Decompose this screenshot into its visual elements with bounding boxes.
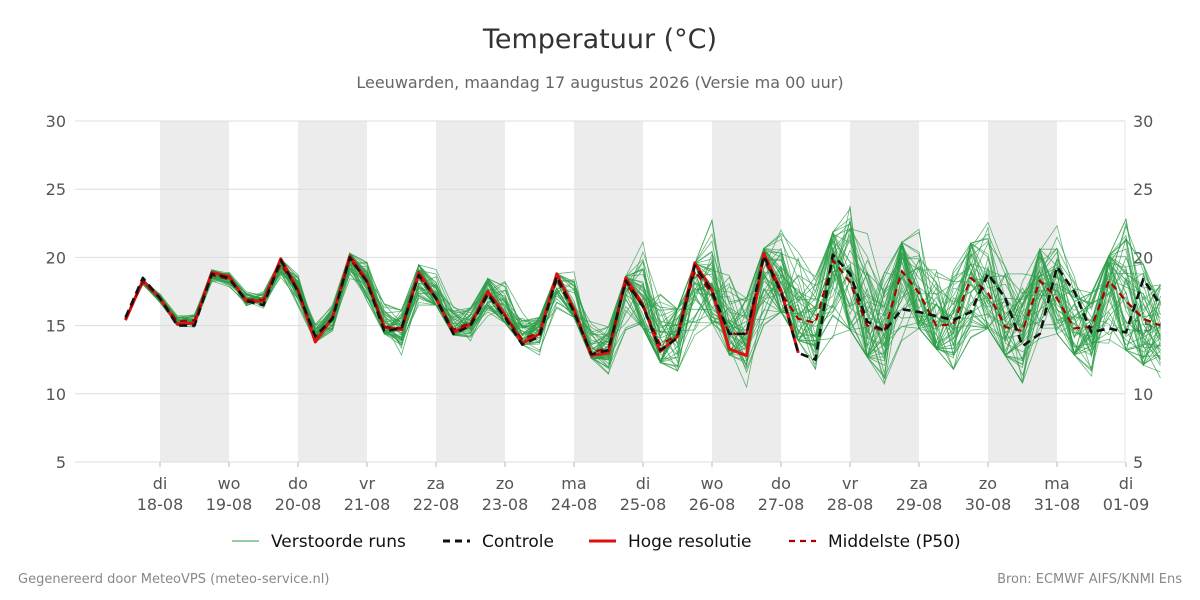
x-tick-date-19-08: 19-08: [206, 495, 253, 514]
legend-verstoorde-runs-label: Verstoorde runs: [271, 532, 406, 552]
day-band-18-08: [160, 121, 229, 462]
y-tick-left-20: 20: [46, 248, 66, 267]
x-tick-day-26-08: wo: [701, 474, 724, 493]
x-tick-date-28-08: 28-08: [827, 495, 874, 514]
ensemble-run-45: [125, 238, 1161, 346]
main-series: [124, 251, 1162, 362]
day-band-20-08: [298, 121, 367, 462]
x-tick-date-27-08: 27-08: [758, 495, 805, 514]
ensemble-run-33: [125, 234, 1161, 364]
x-tick-day-21-08: vr: [359, 474, 375, 493]
y-tick-right-25: 25: [1133, 180, 1153, 199]
x-tick-date-23-08: 23-08: [482, 495, 529, 514]
x-tick-date-29-08: 29-08: [896, 495, 943, 514]
x-tick-day-27-08: do: [771, 474, 791, 493]
legend-hoge-resolutie-label: Hoge resolutie: [628, 532, 752, 552]
y-tick-right-20: 20: [1133, 248, 1153, 267]
x-tick-day-23-08: zo: [496, 474, 514, 493]
y-tick-left-5: 5: [56, 453, 66, 472]
x-tick-date-24-08: 24-08: [551, 495, 598, 514]
x-tick-day-20-08: do: [288, 474, 308, 493]
ensemble-runs: [125, 206, 1161, 389]
ensemble-run-49: [125, 232, 1161, 364]
ensemble-run-31: [125, 228, 1161, 367]
x-tick-day-01-09: di: [1119, 474, 1134, 493]
x-tick-day-22-08: za: [427, 474, 445, 493]
x-tick-date-22-08: 22-08: [413, 495, 460, 514]
legend: Verstoorde runs Controle Hoge resolutie Mid…: [232, 532, 961, 552]
x-tick-date-18-08: 18-08: [137, 495, 184, 514]
legend-middelste-label: Middelste (P50): [828, 532, 961, 552]
footer-source: Bron: ECMWF AIFS/KNMI Ens: [997, 572, 1182, 587]
y-tick-left-25: 25: [46, 180, 66, 199]
legend-controle-label: Controle: [482, 532, 554, 552]
controle-line: [124, 253, 1162, 362]
x-tick-day-19-08: wo: [218, 474, 241, 493]
x-axis: di 18-08 wo 19-08 do 20-08 vr 21-08 za 22-08 zo 23-…: [137, 462, 1150, 514]
y-tick-right-30: 30: [1133, 112, 1153, 131]
y-tick-left-10: 10: [46, 385, 66, 404]
x-tick-day-18-08: di: [153, 474, 168, 493]
y-tick-left-30: 30: [46, 112, 66, 131]
x-tick-date-31-08: 31-08: [1034, 495, 1081, 514]
y-axis-left: 5 10 15 20 25 30: [46, 112, 66, 472]
y-tick-right-5: 5: [1133, 453, 1143, 472]
chart-title: Temperatuur (°C): [482, 24, 718, 55]
x-tick-date-26-08: 26-08: [689, 495, 736, 514]
x-tick-date-30-08: 30-08: [965, 495, 1012, 514]
x-tick-date-20-08: 20-08: [275, 495, 322, 514]
x-tick-date-21-08: 21-08: [344, 495, 391, 514]
x-tick-date-01-09: 01-09: [1103, 495, 1150, 514]
ensemble-run-44: [125, 220, 1161, 364]
y-tick-right-10: 10: [1133, 385, 1153, 404]
x-tick-day-30-08: zo: [979, 474, 997, 493]
x-tick-day-28-08: vr: [842, 474, 858, 493]
ensemble-run-42: [125, 221, 1161, 344]
y-tick-left-15: 15: [46, 317, 66, 336]
weekend-bands: [160, 121, 1057, 462]
x-tick-date-25-08: 25-08: [620, 495, 667, 514]
footer-generator: Gegenereerd door MeteoVPS (meteo-service…: [18, 572, 330, 587]
x-tick-day-24-08: ma: [561, 474, 586, 493]
x-tick-day-25-08: di: [636, 474, 651, 493]
chart-subtitle: Leeuwarden, maandag 17 augustus 2026 (Ve…: [356, 73, 844, 92]
x-tick-day-31-08: ma: [1044, 474, 1069, 493]
x-tick-day-29-08: za: [910, 474, 928, 493]
